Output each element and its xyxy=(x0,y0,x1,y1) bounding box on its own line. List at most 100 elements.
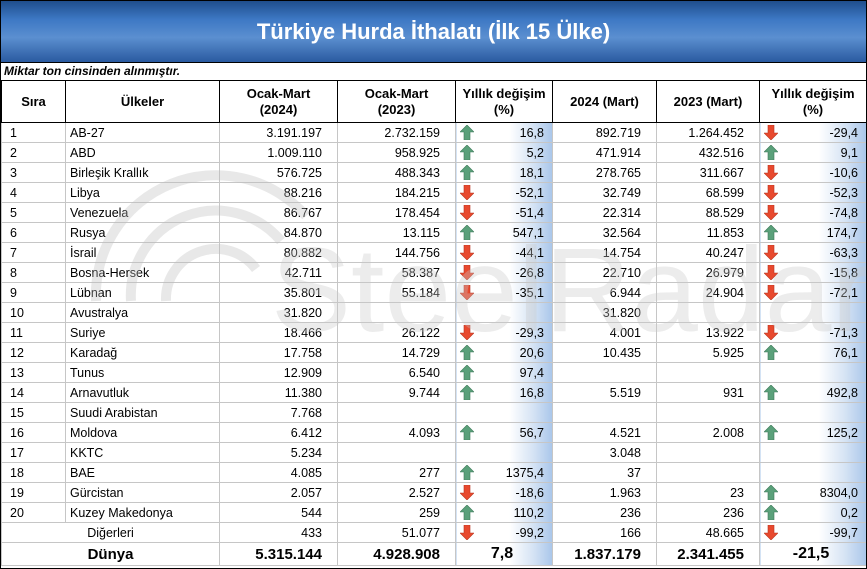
cell-value: İsrail xyxy=(70,245,97,260)
cell-value: 0,2 xyxy=(840,505,858,520)
cell-ocak-mart-2024: 86.767 xyxy=(219,202,338,223)
cell-yillik-degisim-2: 8304,0 xyxy=(759,482,866,503)
cell-yillik-degisim-2: -74,8 xyxy=(759,202,866,223)
cell-value: 2.527 xyxy=(408,485,440,500)
cell-value: 9.744 xyxy=(408,385,440,400)
cell-value: 5.519 xyxy=(609,385,641,400)
cell-value: 15 xyxy=(10,405,24,420)
cell-value: 13.922 xyxy=(705,325,744,340)
down-arrow-icon xyxy=(764,165,778,180)
table-row: 5 Venezuela 86.767 178.454 -51,4 22.314 88.529… xyxy=(1,202,866,223)
cell-ocak-mart-2023: 184.215 xyxy=(337,182,456,203)
table-row: 13 Tunus 12.909 6.540 97,4 xyxy=(1,362,866,383)
cell-yillik-degisim-2: -52,3 xyxy=(759,182,866,203)
world-total-row: Dünya 5.315.144 4.928.908 7,8 1.837.179 2.341… xyxy=(1,542,866,566)
table-row: 4 Libya 88.216 184.215 -52,1 32.749 68.599 -52,… xyxy=(1,182,866,203)
cell-value: 88.216 xyxy=(283,185,322,200)
cell-ocak-mart-2023: 58.387 xyxy=(337,262,456,283)
cell-country: BAE xyxy=(65,462,220,483)
cell-ocak-mart-2023: 144.756 xyxy=(337,242,456,263)
cell-value: 125,2 xyxy=(826,425,858,440)
up-arrow-icon xyxy=(460,345,474,360)
header-text: (2024) xyxy=(259,101,298,117)
cell-value: 1375,4 xyxy=(505,465,544,480)
cell-yillik-degisim-1: 20,6 xyxy=(455,342,553,363)
cell-ocak-mart-2023: 6.540 xyxy=(337,362,456,383)
cell-value: KKTC xyxy=(70,445,104,460)
down-arrow-icon xyxy=(460,185,474,200)
cell-value: Lübnan xyxy=(70,285,112,300)
cell-value: 547,1 xyxy=(512,225,544,240)
cell-sira: 5 xyxy=(1,202,66,223)
cell-2024-mart: 22.314 xyxy=(552,202,657,223)
down-arrow-icon xyxy=(460,205,474,220)
cell-value: 178.454 xyxy=(394,205,440,220)
cell-ocak-mart-2024: 35.801 xyxy=(219,282,338,303)
cell-value: 278.765 xyxy=(595,165,641,180)
cell-value: 576.725 xyxy=(276,165,322,180)
cell-value: 24.904 xyxy=(705,285,744,300)
cell-ocak-mart-2023: 488.343 xyxy=(337,162,456,183)
cell-value: Moldova xyxy=(70,425,118,440)
cell-value: 76,1 xyxy=(833,345,858,360)
cell-value: Kuzey Makedonya xyxy=(70,505,173,520)
cell-yillik-degisim-1: -35,1 xyxy=(455,282,553,303)
cell-country: Moldova xyxy=(65,422,220,443)
cell-value: 1 xyxy=(10,125,17,140)
cell-value: 23 xyxy=(730,485,744,500)
cell-ocak-mart-2023 xyxy=(337,302,456,323)
header-text: Ocak-Mart xyxy=(364,85,429,101)
cell-2023-mart xyxy=(656,302,760,323)
cell-value: 184.215 xyxy=(394,185,440,200)
cell-2023-mart: 1.264.452 xyxy=(656,122,760,143)
cell-value: -99,7 xyxy=(829,525,859,540)
cell-value: -44,1 xyxy=(515,245,545,260)
cell-value: 12 xyxy=(10,345,24,360)
down-arrow-icon xyxy=(764,525,778,540)
cell-yillik-degisim-1: 97,4 xyxy=(455,362,553,383)
cell-value: 22.710 xyxy=(602,265,641,280)
up-arrow-icon xyxy=(460,225,474,240)
cell-country: Suriye xyxy=(65,322,220,343)
cell-2024-mart: 6.944 xyxy=(552,282,657,303)
cell-value: 110,2 xyxy=(513,505,544,520)
cell-value: 40.247 xyxy=(705,245,744,260)
cell-2023-mart: 24.904 xyxy=(656,282,760,303)
cell-value: 433 xyxy=(301,525,322,540)
cell-value: 4.928.908 xyxy=(373,545,440,563)
up-arrow-icon xyxy=(460,145,474,160)
cell-value: 97,4 xyxy=(519,365,544,380)
cell-yillik-degisim-2: -15,8 xyxy=(759,262,866,283)
up-arrow-icon xyxy=(460,365,474,380)
table-row: 18 BAE 4.085 277 1375,4 37 xyxy=(1,462,866,483)
cell-value: -29,4 xyxy=(829,125,859,140)
cell-value: Avustralya xyxy=(70,305,129,320)
up-arrow-icon xyxy=(764,485,778,500)
cell-2024-mart: 278.765 xyxy=(552,162,657,183)
cell-value: 1.963 xyxy=(609,485,641,500)
cell-ocak-mart-2024: 4.085 xyxy=(219,462,338,483)
cell-country: İsrail xyxy=(65,242,220,263)
cell-value: 236 xyxy=(723,505,744,520)
cell-yillik-degisim-1: 16,8 xyxy=(455,382,553,403)
cell-2023-mart: 13.922 xyxy=(656,322,760,343)
cell-yillik-degisim-2: 492,8 xyxy=(759,382,866,403)
cell-country: Kuzey Makedonya xyxy=(65,502,220,523)
cell-value: Dünya xyxy=(87,545,134,563)
page-title: Türkiye Hurda İthalatı (İlk 15 Ülke) xyxy=(1,1,866,62)
cell-value: 2.732.159 xyxy=(384,125,440,140)
table-row: 20 Kuzey Makedonya 544 259 110,2 236 236 0,2 xyxy=(1,502,866,523)
cell-value: 4.085 xyxy=(290,465,322,480)
cell-value: 7,8 xyxy=(490,545,514,562)
down-arrow-icon xyxy=(764,205,778,220)
cell-sira: 17 xyxy=(1,442,66,463)
cell-value: Bosna-Hersek xyxy=(70,265,150,280)
cell-country: AB-27 xyxy=(65,122,220,143)
cell-value: 11.853 xyxy=(706,225,744,240)
cell-country: KKTC xyxy=(65,442,220,463)
cell-value: 18 xyxy=(10,465,24,480)
cell-value: 17 xyxy=(10,445,24,460)
cell-value: 18.466 xyxy=(283,325,322,340)
cell-value: -99,2 xyxy=(515,525,545,540)
cell-ocak-mart-2023: 2.527 xyxy=(337,482,456,503)
